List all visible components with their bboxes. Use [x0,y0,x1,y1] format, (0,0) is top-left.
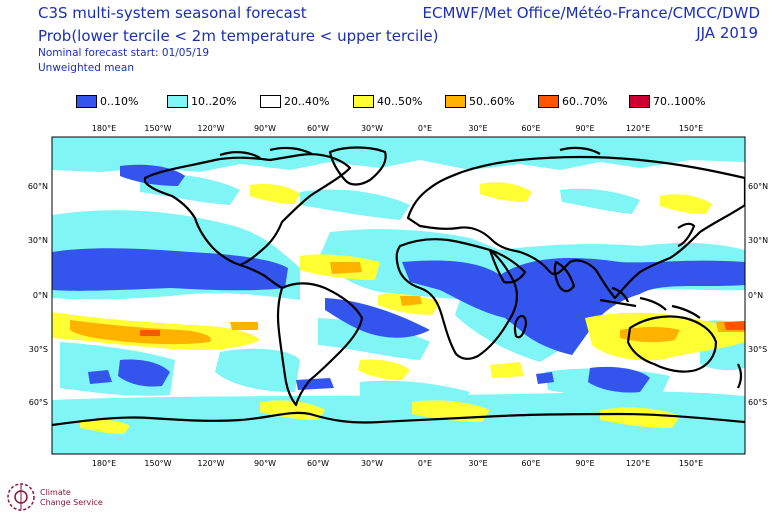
india-coast [553,260,576,293]
legend-label: 60..70% [562,95,608,108]
legend-swatch [353,95,374,108]
tick-label: 120°W [197,459,224,468]
tick-label: 150°E [679,459,703,468]
prob-60-70-areas [140,321,745,336]
mean-type: Unweighted mean [38,62,134,74]
tick-label: 180°E [92,124,116,133]
greenland-coast [328,146,387,186]
legend-label: 0..10% [100,95,139,108]
tick-label: 30°N [748,236,768,245]
coastlines [52,146,745,427]
tick-label: 60°S [748,398,767,407]
axis-ticks: 180°E 180°E 150°W 150°W 120°W 120°W 90°W 90°W 60… [28,124,768,468]
legend-label: 20..40% [284,95,330,108]
logo-line-2: Change Service [40,498,103,507]
new-zealand-coast [737,363,743,389]
tick-label: 150°E [679,124,703,133]
tick-label: 60°N [748,182,768,191]
tick-label: 0°N [33,291,48,300]
tick-label: 60°W [307,459,329,468]
tick-label: 90°E [575,124,594,133]
arctic-islands-coast [219,146,601,159]
south-america-coast [276,282,364,407]
legend-label: 70..100% [653,95,706,108]
north-america-coast [143,153,352,267]
tick-label: 60°W [307,124,329,133]
season: JJA 2019 [696,24,758,42]
producers: ECMWF/Met Office/Météo-France/CMCC/DWD [422,4,761,22]
africa-coast [395,238,518,360]
legend-swatch [260,95,281,108]
indonesia-coast [599,286,701,319]
tick-label: 30°W [361,124,383,133]
tick-label: 150°W [144,459,171,468]
legend-label: 10..20% [191,95,237,108]
japan-coast [677,222,696,248]
map-frame [51,136,746,455]
tick-label: 0°N [748,291,763,300]
tick-label: 60°E [521,124,540,133]
antarctica-coast [52,411,745,427]
tick-label: 0°E [418,459,432,468]
legend-label: 50..60% [469,95,515,108]
c3s-logo-icon [7,483,35,511]
tick-label: 180°E [92,459,116,468]
tick-label: 30°W [361,459,383,468]
map-subtitle: Prob(lower tercile < 2m temperature < up… [38,27,439,45]
tick-label: 120°E [626,459,650,468]
tick-label: 90°W [254,124,276,133]
legend-swatch [167,95,188,108]
forecast-start: Nominal forecast start: 01/05/19 [38,47,210,59]
tick-label: 30°N [28,236,48,245]
tick-label: 120°E [626,124,650,133]
tick-label: 150°W [144,124,171,133]
tick-label: 30°E [468,124,487,133]
legend-label: 40..50% [377,95,423,108]
tick-label: 0°E [418,124,432,133]
tick-label: 120°W [197,124,224,133]
tick-label: 30°S [29,345,48,354]
tick-label: 60°N [28,182,48,191]
tick-label: 90°E [575,459,594,468]
eurasia-coast [406,155,745,300]
legend-swatch [76,95,97,108]
legend-swatch [445,95,466,108]
legend-swatch [538,95,559,108]
map-title: C3S multi-system seasonal forecast [38,4,307,22]
logo-line-1: Climate [40,488,71,497]
probability-field [52,137,745,454]
central-america-coast [239,263,283,289]
madagascar-coast [513,314,528,339]
arabia-coast [488,248,527,284]
legend-swatch [629,95,650,108]
prob-0-10-areas [52,164,745,393]
copernicus-logo: Climate Change Service [4,478,114,518]
tick-label: 30°S [748,345,767,354]
tick-label: 30°E [468,459,487,468]
tick-label: 60°S [29,398,48,407]
tick-label: 90°W [254,459,276,468]
tick-label: 60°E [521,459,540,468]
australia-coast [626,315,718,373]
